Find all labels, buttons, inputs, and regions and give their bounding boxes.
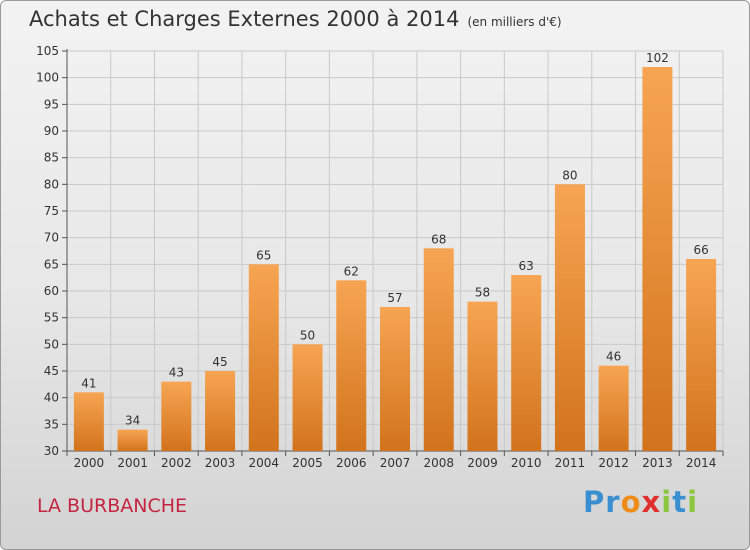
bar-2006: [336, 280, 367, 451]
logo-letter: r: [605, 485, 621, 519]
y-tick-label-70: 70: [44, 231, 59, 245]
bar-2001: [117, 429, 148, 451]
y-tick-label-90: 90: [44, 124, 59, 138]
x-tick-label-2008: 2008: [423, 456, 454, 470]
x-tick-label-2004: 2004: [249, 456, 280, 470]
logo-letter: P: [583, 485, 606, 519]
y-tick-label-40: 40: [44, 391, 59, 405]
bar-2005: [292, 344, 323, 451]
value-label-2002: 43: [169, 366, 184, 380]
logo-letter: i: [661, 485, 673, 519]
y-tick-label-80: 80: [44, 177, 59, 191]
y-tick-label-45: 45: [44, 364, 59, 378]
value-label-2001: 34: [125, 414, 140, 428]
bar-2011: [554, 184, 585, 452]
bar-2002: [161, 381, 192, 451]
x-tick-label-2009: 2009: [467, 456, 498, 470]
bar-2004: [248, 264, 279, 451]
bar-2010: [511, 275, 542, 451]
logo-letter: i: [687, 485, 699, 519]
value-label-2008: 68: [431, 232, 446, 246]
logo-letter: x: [641, 485, 662, 519]
y-tick-label-75: 75: [44, 204, 59, 218]
y-tick-label-95: 95: [44, 97, 59, 111]
value-label-2013: 102: [646, 51, 669, 65]
x-tick-label-2001: 2001: [117, 456, 148, 470]
x-tick-label-2000: 2000: [74, 456, 105, 470]
bar-2008: [423, 248, 454, 451]
y-tick-label-100: 100: [36, 71, 59, 85]
x-tick-label-2002: 2002: [161, 456, 192, 470]
value-label-2006: 62: [344, 264, 359, 278]
logo-letter: o: [620, 485, 642, 519]
value-label-2010: 63: [519, 259, 534, 273]
logo-letter: t: [672, 485, 688, 519]
bar-2012: [598, 365, 629, 451]
value-label-2007: 57: [387, 291, 402, 305]
y-tick-label-55: 55: [44, 311, 59, 325]
x-tick-label-2013: 2013: [642, 456, 673, 470]
chart-subtitle: (en milliers d'€): [467, 15, 562, 29]
bar-2009: [467, 301, 498, 451]
x-tick-label-2007: 2007: [380, 456, 411, 470]
chart-title-block: Achats et Charges Externes 2000 à 2014 (e…: [29, 7, 562, 31]
y-tick-label-60: 60: [44, 284, 59, 298]
value-label-2012: 46: [606, 350, 621, 364]
bar-2007: [380, 307, 410, 451]
proxiti-logo: Proxiti: [583, 485, 698, 519]
x-tick-label-2005: 2005: [292, 456, 323, 470]
y-tick-label-85: 85: [44, 151, 59, 165]
value-label-2005: 50: [300, 328, 315, 342]
labels: 30 35 40 45 50 55 60 65 70 75 80 85 90 95 100 105 41 2000…: [36, 44, 716, 470]
value-label-2009: 58: [475, 286, 490, 300]
value-label-2014: 66: [693, 243, 708, 257]
value-label-2000: 41: [81, 376, 96, 390]
bar-2013: [642, 67, 673, 451]
chart-title: Achats et Charges Externes 2000 à 2014: [29, 7, 460, 31]
x-tick-label-2014: 2014: [686, 456, 717, 470]
y-tick-label-50: 50: [44, 337, 59, 351]
bar-2003: [205, 371, 236, 451]
bar-2014: [686, 259, 717, 451]
x-tick-label-2003: 2003: [205, 456, 236, 470]
bar-2000: [73, 392, 104, 451]
x-tick-label-2006: 2006: [336, 456, 367, 470]
x-tick-label-2012: 2012: [598, 456, 629, 470]
commune-name: LA BURBANCHE: [37, 495, 188, 517]
y-tick-label-30: 30: [44, 444, 59, 458]
bars: [73, 67, 717, 452]
value-label-2004: 65: [256, 248, 271, 262]
y-tick-label-105: 105: [36, 44, 59, 58]
y-tick-label-35: 35: [44, 417, 59, 431]
value-label-2003: 45: [212, 355, 227, 369]
x-tick-label-2010: 2010: [511, 456, 542, 470]
value-label-2011: 80: [562, 168, 577, 182]
y-tick-label-65: 65: [44, 257, 59, 271]
x-tick-label-2011: 2011: [555, 456, 586, 470]
